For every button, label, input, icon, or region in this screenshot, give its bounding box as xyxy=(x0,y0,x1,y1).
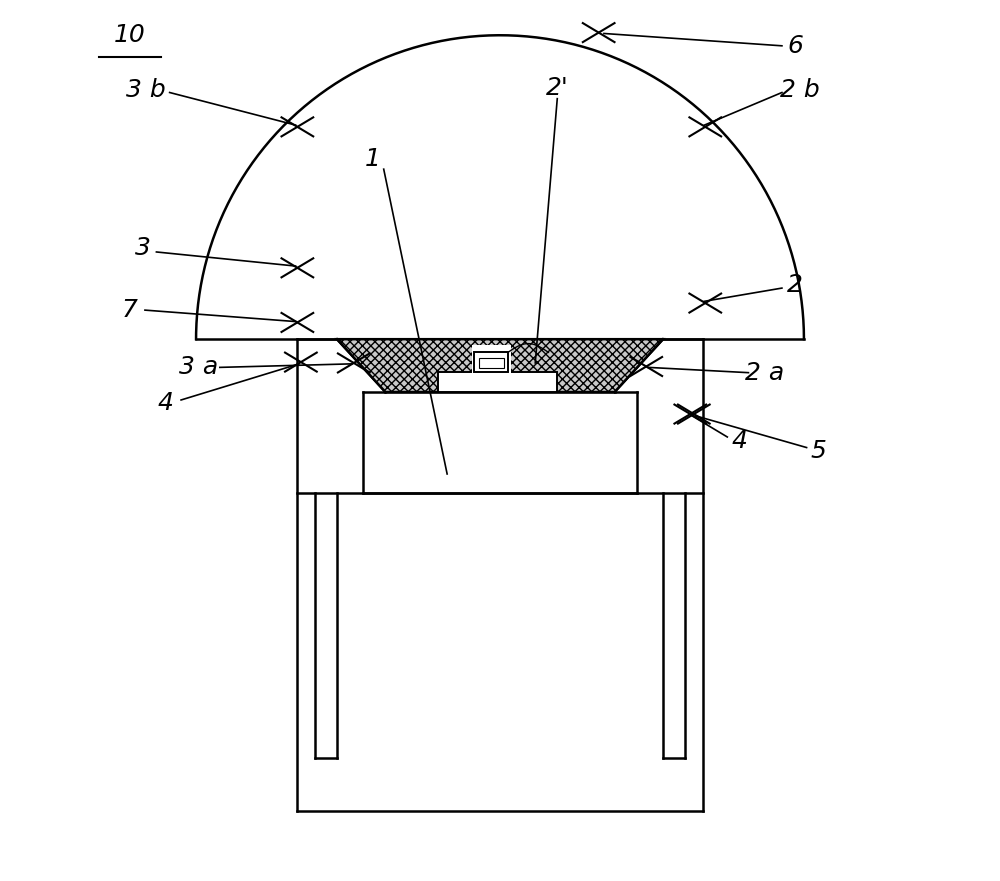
Bar xyxy=(438,372,557,392)
Text: 2: 2 xyxy=(787,272,803,297)
Text: 7: 7 xyxy=(122,298,138,322)
Bar xyxy=(479,358,504,368)
Text: 2': 2' xyxy=(546,76,569,100)
Text: 4: 4 xyxy=(157,390,173,415)
Text: 3: 3 xyxy=(135,236,151,261)
Text: 3 a: 3 a xyxy=(179,355,218,380)
Text: 4: 4 xyxy=(732,428,748,453)
Polygon shape xyxy=(337,339,663,392)
Bar xyxy=(472,345,511,374)
Bar xyxy=(474,352,508,372)
Text: 1: 1 xyxy=(364,146,380,171)
Text: 3 b: 3 b xyxy=(126,78,166,102)
Text: 10: 10 xyxy=(114,23,146,48)
Text: 2 a: 2 a xyxy=(745,360,784,385)
Text: 6: 6 xyxy=(787,33,803,58)
Text: 5: 5 xyxy=(811,439,827,463)
Text: 2 b: 2 b xyxy=(780,78,819,102)
